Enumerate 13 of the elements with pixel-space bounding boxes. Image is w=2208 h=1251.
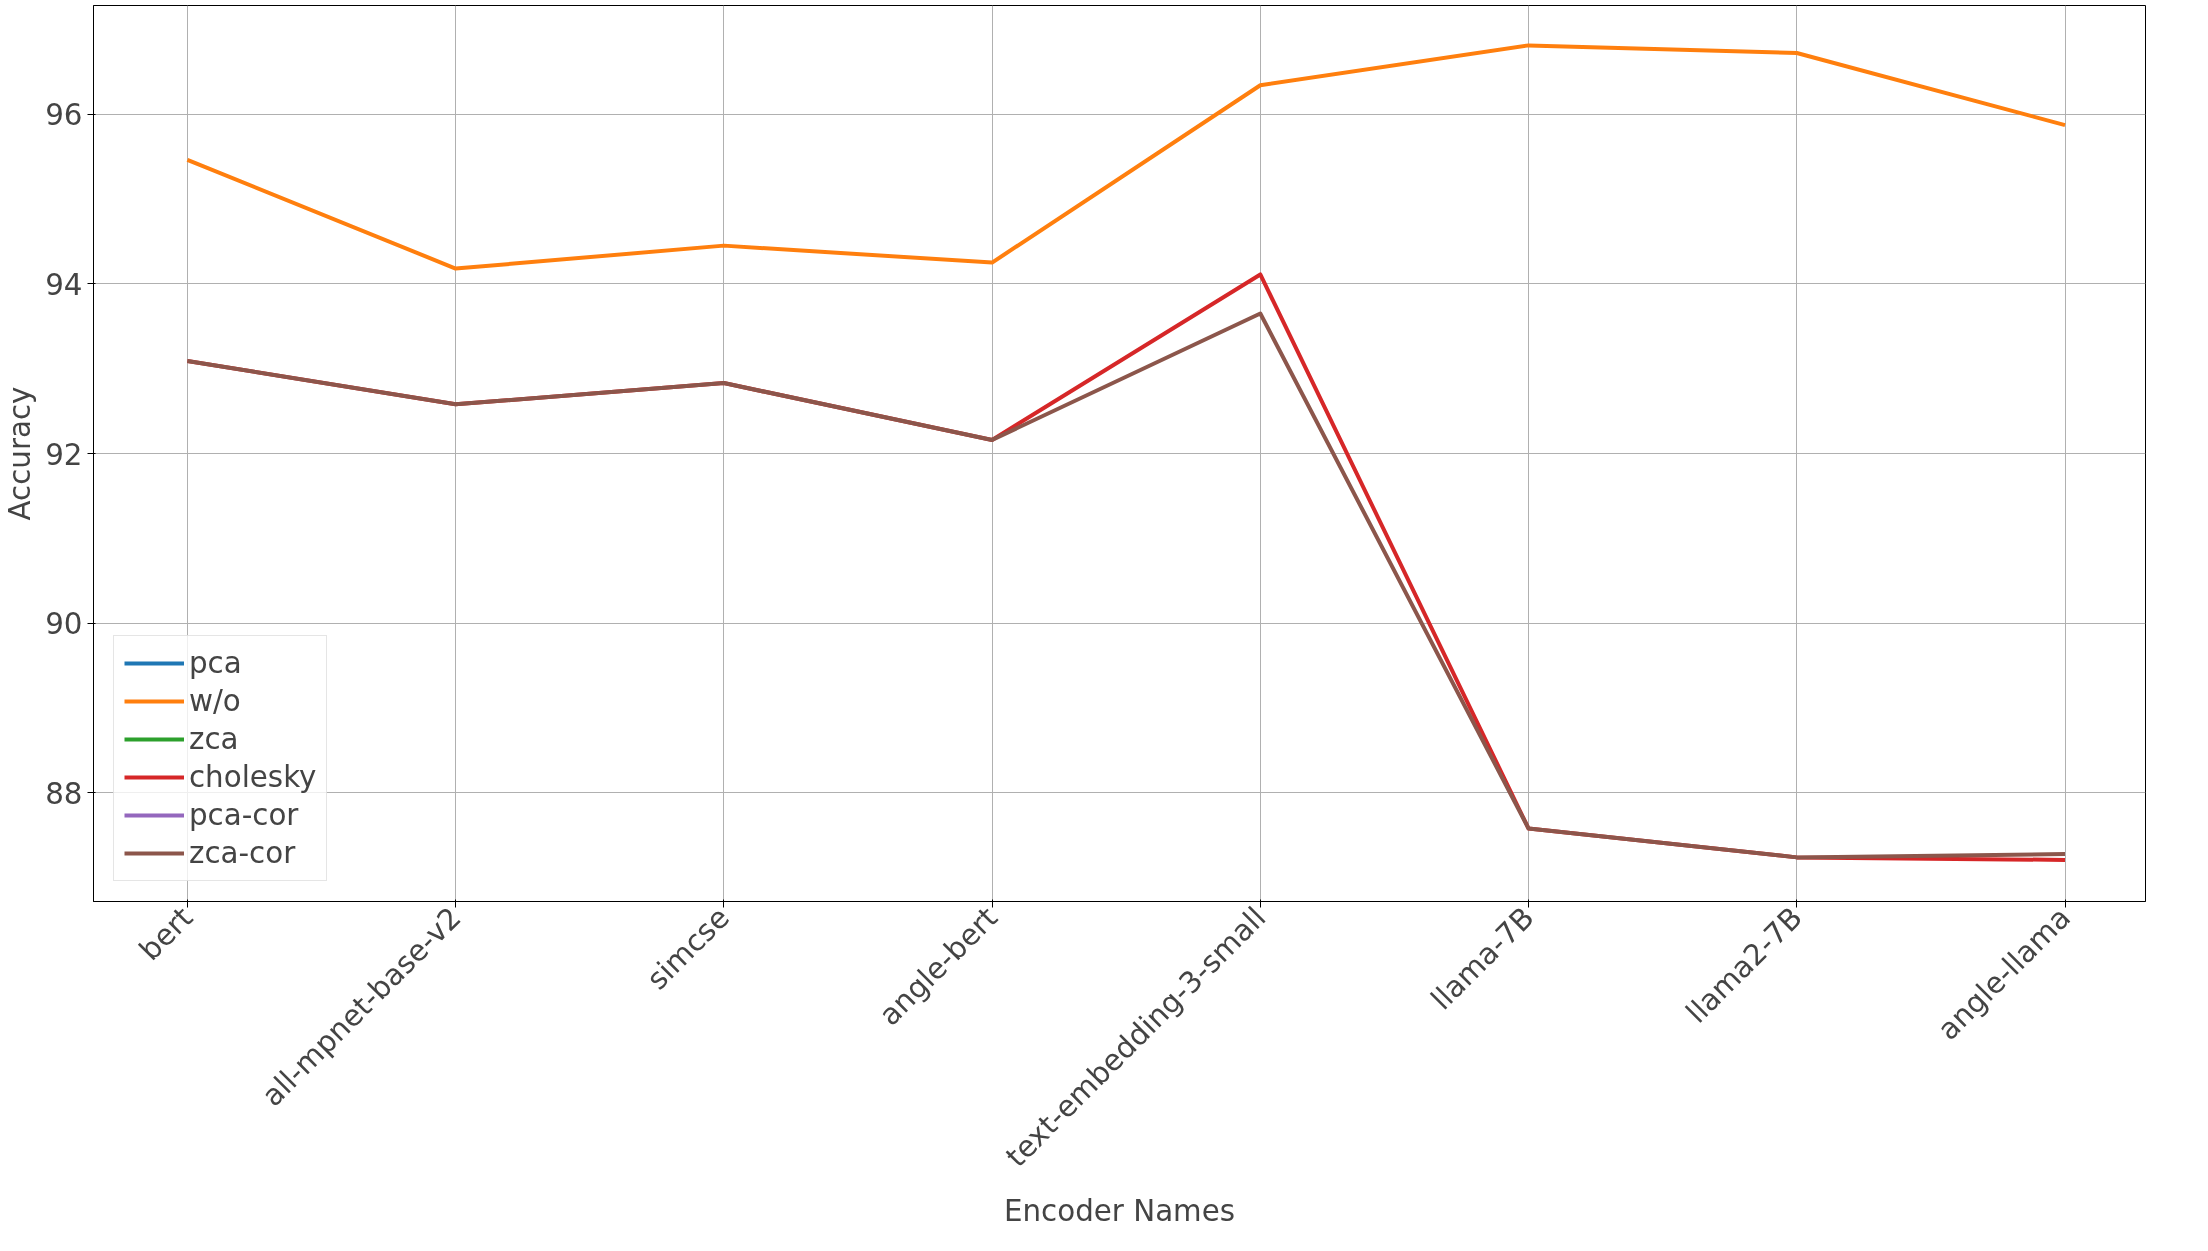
legend-label: zca [189, 722, 239, 756]
legend-label: zca-cor [189, 836, 296, 870]
y-tick-label: 94 [45, 267, 83, 302]
legend-label: cholesky [189, 760, 317, 794]
y-tick-label: 90 [45, 607, 83, 642]
y-tick-label: 88 [45, 776, 83, 811]
x-axis-title: Encoder Names [1003, 1193, 1236, 1228]
legend-label: pca-cor [189, 798, 299, 832]
y-axis-title: Accuracy [3, 386, 38, 521]
y-tick-label: 96 [45, 98, 83, 133]
legend-label: w/o [189, 684, 241, 718]
legend-label: pca [189, 646, 242, 680]
y-tick-label: 92 [45, 437, 83, 472]
